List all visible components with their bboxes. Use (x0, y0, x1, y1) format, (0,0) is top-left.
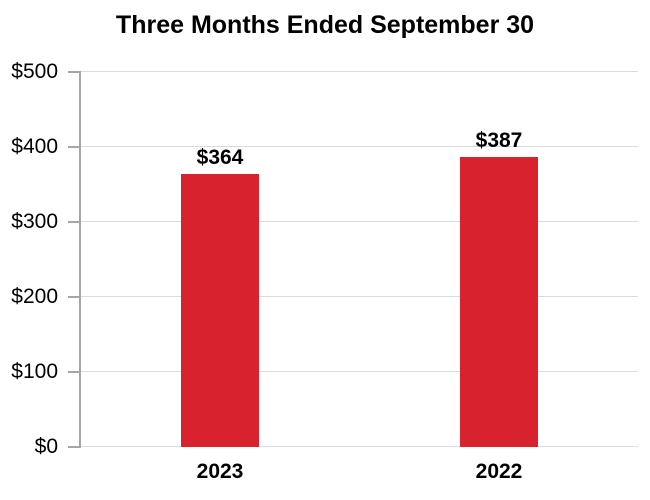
gridline-300 (81, 221, 638, 222)
y-axis-tick-200 (68, 296, 81, 298)
gridline-500 (81, 71, 638, 72)
y-axis-tick-100 (68, 371, 81, 373)
bar-value-label-2022: $387 (475, 129, 523, 152)
gridline-0 (81, 446, 638, 447)
gridline-400 (81, 146, 638, 147)
gridline-100 (81, 371, 638, 372)
chart-title: Three Months Ended September 30 (115, 11, 535, 39)
y-axis-tick-300 (68, 221, 81, 223)
y-axis-tick-0 (68, 446, 81, 448)
x-axis-label-2023: 2023 (196, 460, 244, 483)
y-tick-label-300: $300 (11, 210, 58, 233)
y-tick-label-500: $500 (11, 60, 58, 83)
y-axis-tick-500 (68, 71, 81, 73)
y-axis-line (79, 72, 81, 448)
bar-2022 (460, 157, 538, 447)
gridline-200 (81, 296, 638, 297)
x-axis-label-2022: 2022 (475, 460, 523, 483)
y-tick-label-200: $200 (11, 285, 58, 308)
y-tick-label-100: $100 (11, 360, 58, 383)
y-axis-tick-400 (68, 146, 81, 148)
y-tick-label-0: $0 (34, 435, 58, 458)
bar-2023 (181, 174, 259, 447)
bar-value-label-2023: $364 (196, 146, 244, 169)
y-tick-label-400: $400 (11, 135, 58, 158)
